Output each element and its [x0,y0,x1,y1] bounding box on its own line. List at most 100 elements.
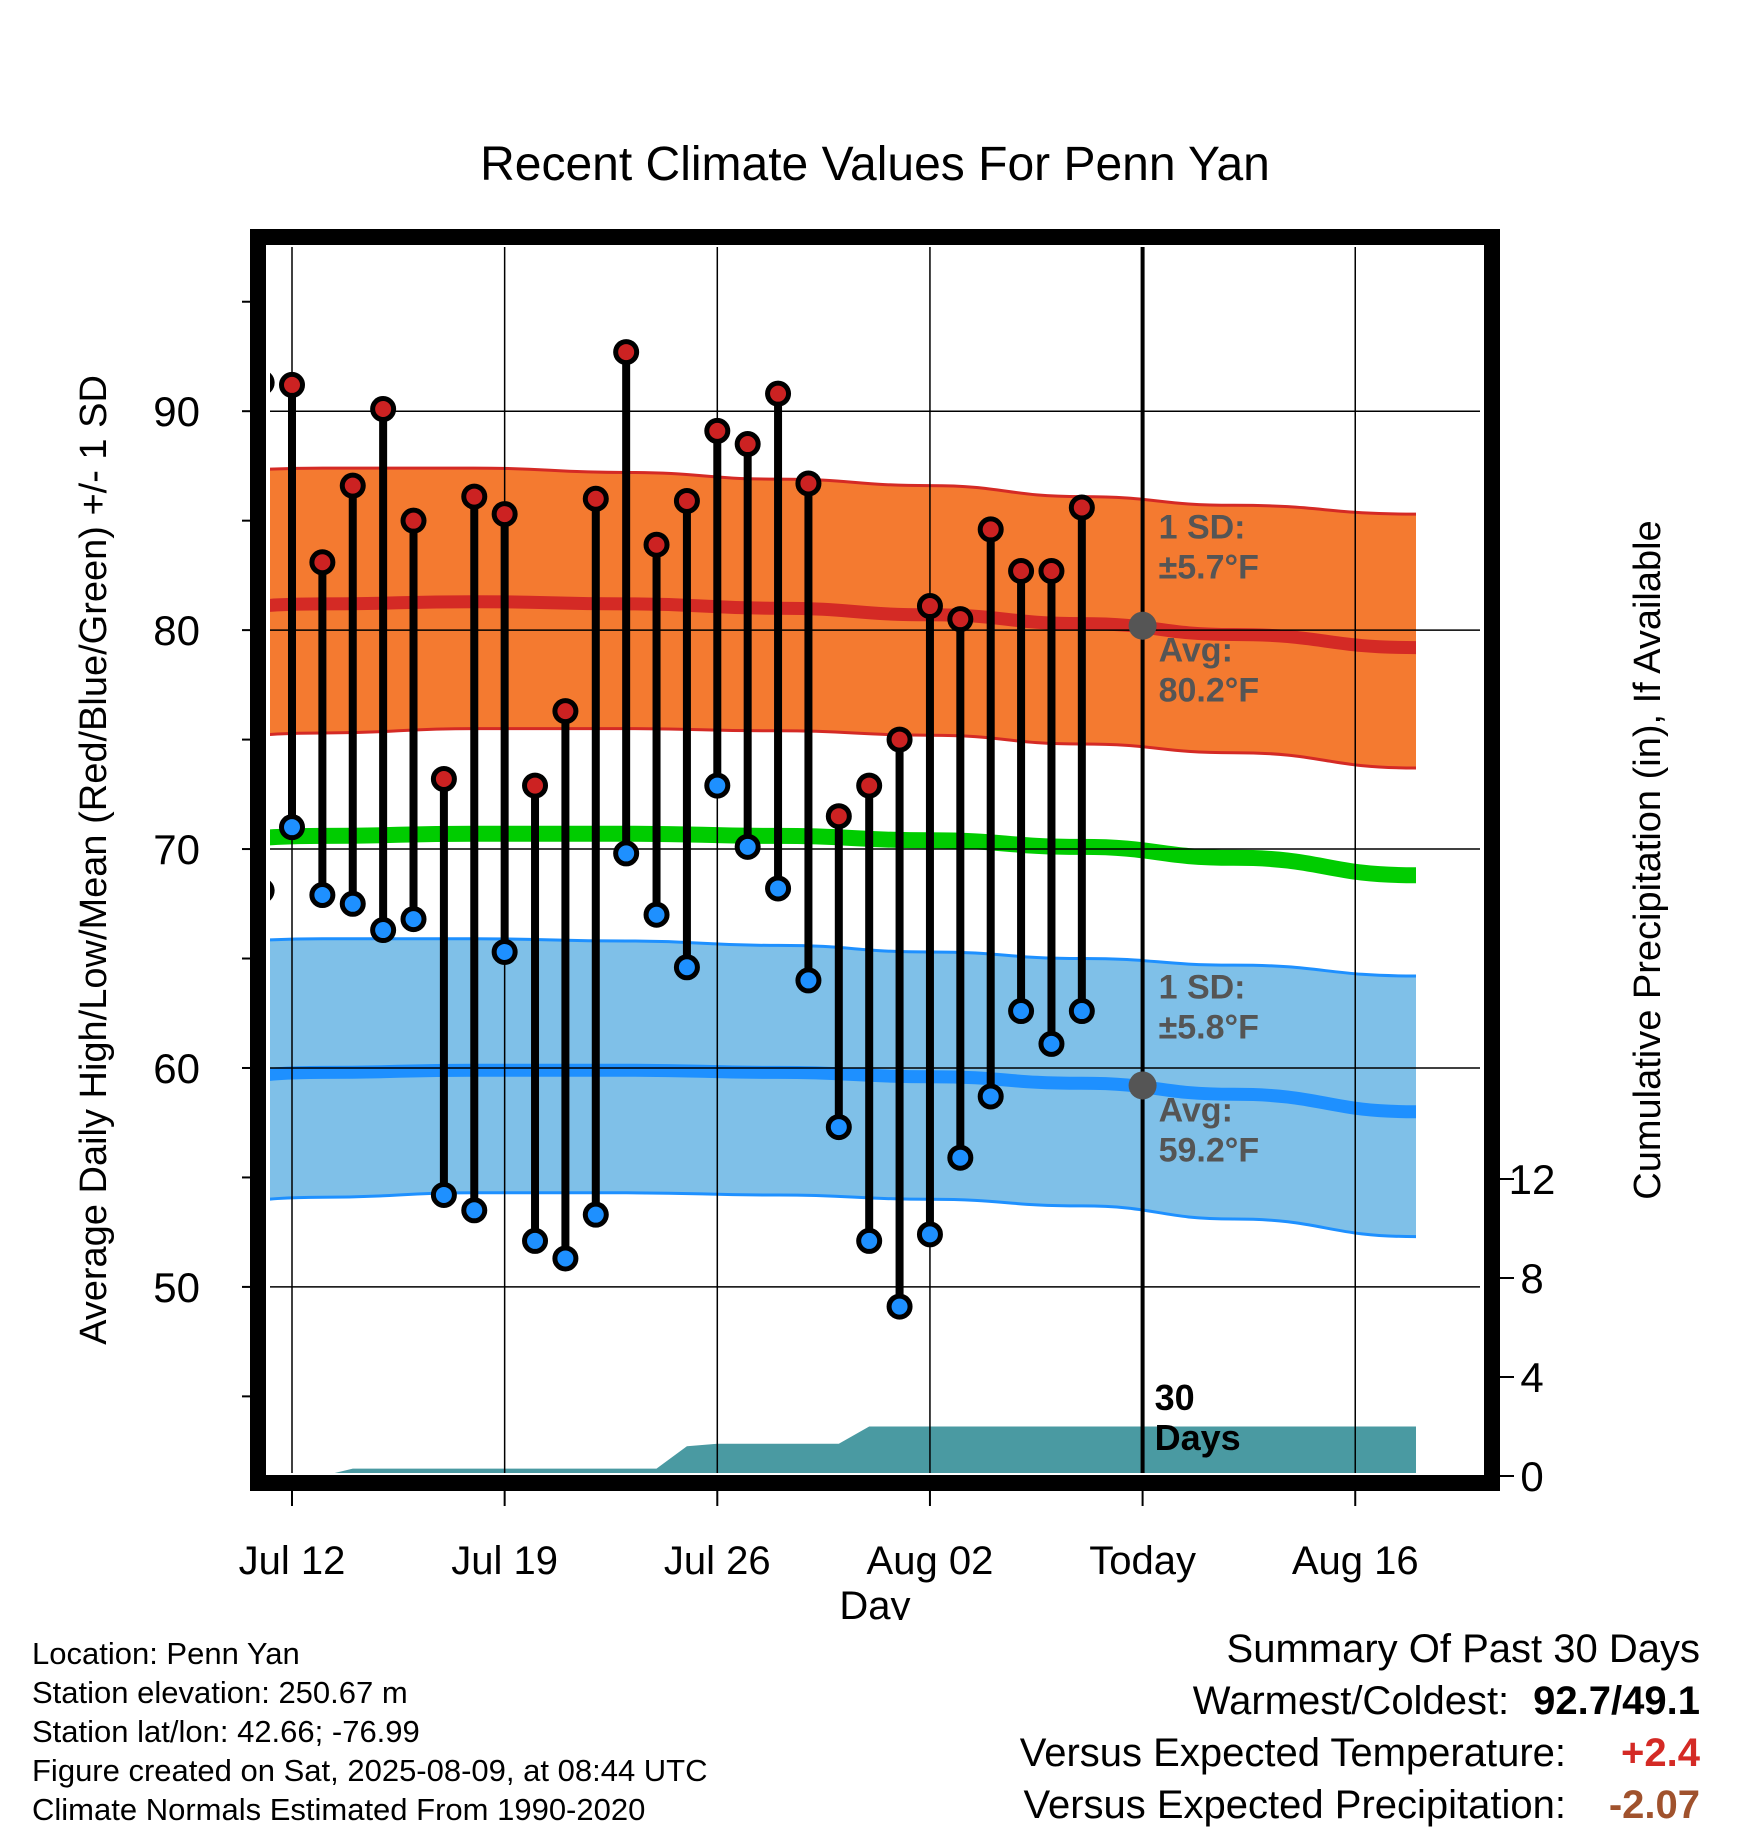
warmest-value: 92.7/49.1 [1533,1679,1700,1723]
y-tick-label-60: 60 [153,1045,200,1092]
low-point-2025-07-16 [400,906,427,933]
high-point-2025-07-12 [279,371,305,398]
high-sd-value: ±5.7°F [1159,549,1259,587]
high-point-2025-07-19 [491,501,518,528]
high-sd-band [270,468,1416,768]
low-point-2025-07-24 [643,901,670,928]
x-axis: Jul 12 Jul 19 Jul 26 Aug 02 Today Aug 16 [239,1490,1419,1583]
low-point-2025-07-29 [795,967,822,994]
y2-axis-title: Cumulative Precipitation (in), If Availa… [1627,520,1669,1199]
low-point-2025-08-06 [1038,1030,1065,1057]
low-point-2025-08-04 [977,1083,1004,1110]
high-point-2025-08-07 [1068,494,1095,521]
x-tick-label-1: Jul 19 [451,1539,558,1583]
low-point-2025-07-10 [221,922,242,943]
low-point-2025-08-05 [1008,998,1035,1025]
low-point-2025-07-11 [270,880,275,901]
summary-precip-row: Versus Expected Precipitation: -2.07 [1020,1779,1700,1831]
temp-label: Versus Expected Temperature: [1019,1731,1566,1775]
low-point-2025-07-28 [765,875,792,902]
x-tick-label-0: Jul 12 [239,1539,346,1583]
mean-line [270,825,1417,884]
y2-tick-label-4: 4 [1520,1354,1543,1401]
elevation-text: Station elevation: 250.67 m [32,1675,408,1710]
high-point-2025-07-26 [704,417,731,444]
low-point-2025-08-03 [947,1144,974,1171]
x-tick-label-5: Aug 16 [1292,1539,1419,1583]
y-tick-label-70: 70 [153,826,200,873]
low-point-2025-08-07 [1068,998,1095,1025]
high-sd-label: 1 SD: [1159,509,1246,547]
low-point-2025-07-15 [370,917,397,944]
summary-temp-row: Versus Expected Temperature: +2.4 [1020,1727,1700,1779]
high-point-2025-07-16 [400,507,427,534]
summary-warmest-row: Warmest/Coldest: 92.7/49.1 [1020,1675,1700,1727]
high-point-2025-07-15 [370,396,397,423]
low-avg-label: Avg: [1159,1091,1233,1129]
high-point-2025-07-30 [825,803,852,830]
plot-area [190,247,1480,1473]
plot-frame [250,229,1500,1491]
summary-title: Summary Of Past 30 Days [1226,1627,1700,1671]
y2-axis: 0 4 8 12 [1496,1156,1555,1500]
high-point-2025-08-01 [886,726,913,753]
high-avg-label: Avg: [1159,632,1233,670]
y2-tick-label-0: 0 [1520,1453,1543,1500]
high-point-2025-07-27 [734,431,761,458]
low-point-2025-07-13 [309,882,336,909]
warmest-label: Warmest/Coldest: [1192,1679,1510,1723]
low-point-2025-07-17 [430,1181,457,1208]
high-point-2025-07-25 [673,487,700,514]
y-tick-label-90: 90 [153,388,200,435]
low-sd-value: ±5.8°F [1159,1008,1259,1046]
high-point-2025-07-21 [552,698,579,725]
low-point-2025-07-27 [734,833,761,860]
high-point-2025-07-29 [795,470,822,497]
y-tick-label-50: 50 [153,1264,200,1311]
low-avg-line [270,1063,1417,1119]
y2-tick-label-8: 8 [1520,1255,1543,1302]
high-point-2025-08-05 [1008,558,1035,585]
low-sd-band [270,938,1416,1237]
high-point-2025-08-03 [947,606,974,633]
precip-area [334,1426,1416,1473]
x-tick-label-4: Today [1089,1539,1196,1583]
low-point-2025-08-02 [916,1221,943,1248]
high-point-2025-07-10 [221,466,242,487]
high-point-2025-07-31 [856,772,883,799]
low-point-2025-07-21 [552,1245,579,1272]
normals-text: Climate Normals Estimated From 1990-2020 [32,1792,646,1827]
low-point-2025-07-14 [339,890,366,917]
low-point-2025-07-12 [279,814,305,841]
high-point-2025-07-09 [190,541,211,562]
precip-label: Versus Expected Precipitation: [1023,1783,1566,1827]
high-point-2025-07-28 [765,380,792,407]
low-point-2025-07-25 [673,954,700,981]
low-point-2025-07-19 [491,938,518,965]
summary-panel: Summary Of Past 30 Days Warmest/Coldest:… [1020,1623,1700,1831]
high-point-2025-07-11 [270,372,275,393]
low-point-2025-07-18 [461,1197,488,1224]
y-tick-label-80: 80 [153,607,200,654]
low-point-2025-07-23 [613,840,640,867]
low-point-2025-08-01 [886,1293,913,1320]
high-point-2025-07-14 [339,472,366,499]
today-low-avg-marker [1128,1071,1157,1100]
low-point-2025-07-31 [856,1227,883,1254]
observations [190,339,1095,1320]
x-axis-title: Day [839,1584,910,1620]
high-point-2025-07-13 [309,549,336,576]
high-point-2025-07-18 [461,483,488,510]
high-point-2025-07-20 [522,772,549,799]
low-point-2025-07-20 [522,1227,549,1254]
low-point-2025-07-26 [704,772,731,799]
latlon-text: Station lat/lon: 42.66; -76.99 [32,1714,420,1749]
low-point-2025-07-22 [582,1201,609,1228]
low-avg-value: 59.2°F [1159,1131,1260,1169]
temp-value: +2.4 [1621,1731,1700,1775]
x-tick-label-3: Aug 02 [867,1539,994,1583]
location-text: Location: Penn Yan [32,1636,300,1671]
today-high-avg-marker [1128,611,1157,640]
low-sd-lower-line [270,1191,1417,1239]
